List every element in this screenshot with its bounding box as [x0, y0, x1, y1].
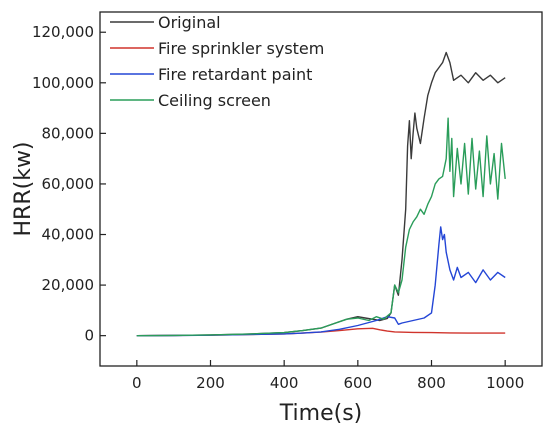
series-line-ceiling-screen — [136, 117, 506, 337]
y-tick-label: 40,000 — [42, 226, 95, 244]
y-tick-label: 120,000 — [32, 23, 94, 41]
series-line-fire-retardant-paint — [136, 226, 506, 337]
x-tick-label: 800 — [417, 374, 446, 392]
x-tick-label: 0 — [132, 374, 142, 392]
y-tick-label: 100,000 — [32, 74, 94, 92]
x-tick-label: 600 — [344, 374, 373, 392]
x-tick-label: 200 — [196, 374, 225, 392]
plot-area-frame — [99, 11, 543, 367]
x-axis-title: Time(s) — [279, 401, 362, 426]
y-axis-title: HRR(kw) — [11, 141, 36, 236]
x-tick-label: 400 — [270, 374, 299, 392]
legend-label: Original — [158, 13, 221, 32]
y-tick-label: 80,000 — [42, 124, 95, 142]
legend-label: Fire retardant paint — [158, 65, 312, 84]
x-axis-ticks: 0 200 400 600 800 1000 — [132, 360, 524, 392]
y-tick-label: 20,000 — [42, 276, 95, 294]
x-tick-label: 1000 — [486, 374, 524, 392]
series-lines — [136, 51, 506, 337]
y-axis-ticks: 0 20,000 40,000 60,000 80,000 100,000 120,000 — [32, 23, 106, 345]
legend-label: Fire sprinkler system — [158, 39, 324, 58]
y-tick-label: 0 — [84, 327, 94, 345]
legend: Original Fire sprinkler system Fire retard… — [110, 13, 324, 110]
legend-label: Ceiling screen — [158, 91, 271, 110]
y-tick-label: 60,000 — [42, 175, 95, 193]
